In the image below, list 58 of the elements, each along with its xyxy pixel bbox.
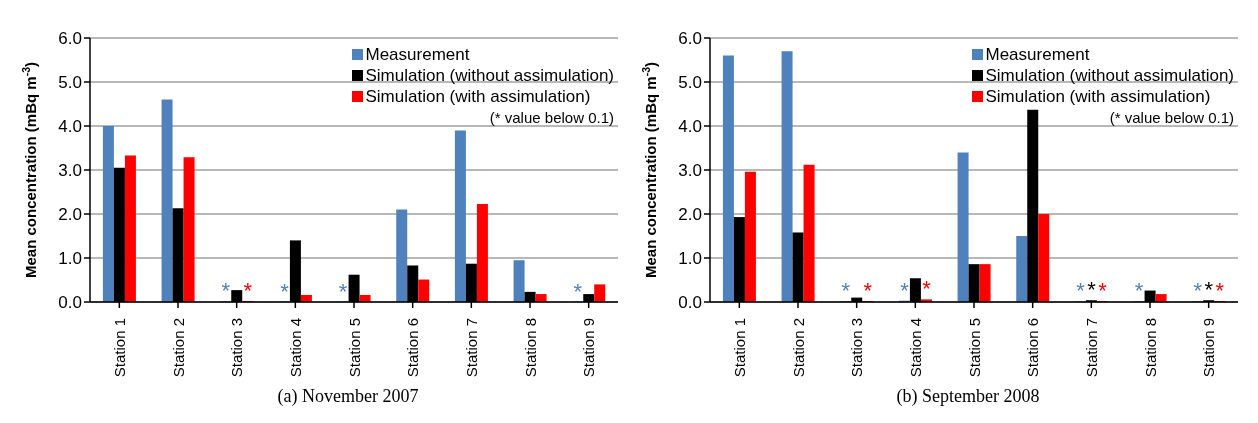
data-label: * bbox=[1193, 278, 1203, 304]
y-tick-label: 6.0 bbox=[678, 29, 702, 49]
y-tick-label: 0.0 bbox=[678, 293, 702, 313]
x-tick-label: Station 6 bbox=[1024, 318, 1042, 378]
x-tick-label: Station 7 bbox=[1082, 318, 1100, 378]
x-tick-label: Station 5 bbox=[965, 318, 983, 378]
y-tick-label: 5.0 bbox=[58, 73, 82, 93]
legend-label: Simulation (with assimulation) bbox=[364, 86, 592, 107]
x-tick-label: Station 7 bbox=[462, 318, 480, 378]
data-label: * bbox=[1076, 278, 1086, 304]
data-label: * bbox=[573, 278, 583, 304]
data-label: * bbox=[1098, 278, 1108, 304]
data-label: * bbox=[243, 278, 253, 304]
x-tick-label: Station 6 bbox=[404, 318, 422, 378]
x-tick-label: Station 9 bbox=[1200, 318, 1218, 378]
y-tick-label: 0.0 bbox=[58, 293, 82, 313]
y-tick-label: 4.0 bbox=[58, 117, 82, 137]
data-label: * bbox=[338, 278, 348, 304]
x-tick-label: Station 4 bbox=[906, 318, 924, 378]
x-tick-label: Station 1 bbox=[110, 318, 128, 378]
text: (b) September 2008 bbox=[895, 386, 1041, 407]
x-tick-label: Station 2 bbox=[169, 318, 187, 378]
x-tick-label: Station 3 bbox=[228, 318, 246, 378]
data-label: * bbox=[922, 276, 932, 302]
y-tick-label: 1.0 bbox=[58, 249, 82, 269]
x-tick-label: Station 9 bbox=[580, 318, 598, 378]
legend-label: Measurement bbox=[984, 44, 1091, 65]
x-tick-label: Station 3 bbox=[848, 318, 866, 378]
data-label: * bbox=[1087, 277, 1097, 303]
y-tick-label: 1.0 bbox=[678, 249, 702, 269]
text: (a) November 2007 bbox=[276, 386, 420, 407]
y-tick-label: 4.0 bbox=[678, 117, 702, 137]
y-tick-label: 3.0 bbox=[58, 161, 82, 181]
data-label: * bbox=[863, 278, 873, 304]
legend-label: Simulation (without assimulation) bbox=[984, 65, 1234, 86]
data-label: * bbox=[221, 278, 231, 304]
data-label: * bbox=[1134, 278, 1144, 304]
y-tick-label: 2.0 bbox=[678, 205, 702, 225]
data-label: * bbox=[1215, 278, 1225, 304]
y-tick-label: 3.0 bbox=[678, 161, 702, 181]
y-tick-label: 5.0 bbox=[678, 73, 702, 93]
annotation: (* value below 0.1) bbox=[1108, 108, 1234, 128]
x-tick-label: Station 5 bbox=[345, 318, 363, 378]
data-label: * bbox=[841, 278, 851, 304]
x-tick-label: Station 2 bbox=[789, 318, 807, 378]
y-tick-label: 2.0 bbox=[58, 205, 82, 225]
data-label: * bbox=[1204, 277, 1214, 303]
legend-label: Simulation (without assimulation) bbox=[364, 65, 614, 86]
annotation: (* value below 0.1) bbox=[488, 108, 614, 128]
legend-label: Simulation (with assimulation) bbox=[984, 86, 1212, 107]
x-tick-label: Station 8 bbox=[521, 318, 539, 378]
y-tick-label: 6.0 bbox=[58, 29, 82, 49]
x-tick-label: Station 8 bbox=[1141, 318, 1159, 378]
data-label: * bbox=[280, 278, 290, 304]
legend-label: Measurement bbox=[364, 44, 471, 65]
data-label: * bbox=[900, 277, 910, 303]
x-tick-label: Station 4 bbox=[286, 318, 304, 378]
x-tick-label: Station 1 bbox=[730, 318, 748, 378]
